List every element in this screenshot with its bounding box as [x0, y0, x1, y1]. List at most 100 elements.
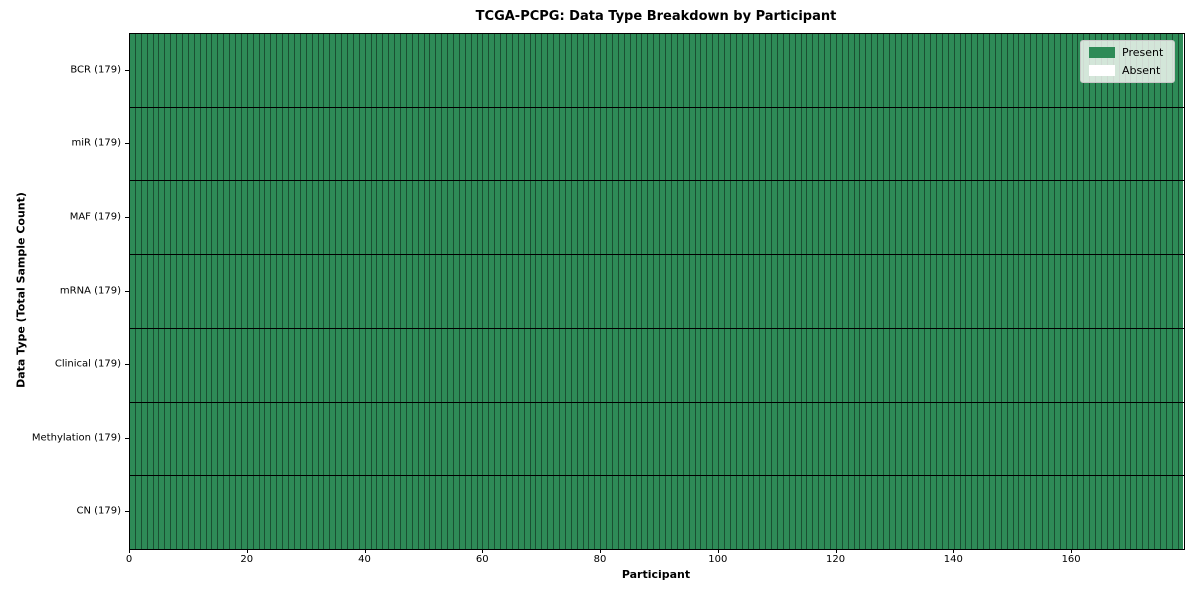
heatmap-cell: [523, 34, 530, 107]
heatmap-cell: [341, 255, 347, 328]
heatmap-cell: [953, 34, 960, 107]
heatmap-cell: [270, 476, 277, 550]
heatmap-cell: [1159, 255, 1166, 328]
heatmap-cell: [682, 34, 689, 107]
heatmap-cell: [1083, 181, 1090, 255]
heatmap-cell: [382, 476, 389, 550]
heatmap-cell: [1130, 476, 1137, 550]
heatmap-cell: [341, 328, 347, 402]
heatmap-cell: [323, 476, 330, 550]
heatmap-cell: [346, 476, 353, 550]
heatmap-cell: [670, 328, 677, 402]
y-tick-mark: [125, 143, 129, 145]
heatmap-cell: [152, 476, 159, 550]
heatmap-cell: [606, 181, 613, 255]
heatmap-cell: [1130, 107, 1137, 181]
heatmap-cell: [841, 181, 848, 255]
heatmap-cell: [1165, 328, 1172, 402]
heatmap-cell: [1036, 328, 1043, 402]
heatmap-cell: [1012, 476, 1019, 550]
heatmap-cell: [859, 107, 866, 181]
heatmap-cell: [564, 328, 571, 402]
heatmap-cell: [176, 34, 183, 107]
heatmap-cell: [877, 107, 883, 181]
heatmap-cell: [753, 107, 760, 181]
heatmap-cell: [688, 476, 695, 550]
heatmap-cell: [264, 107, 271, 181]
heatmap-cell: [936, 476, 942, 550]
heatmap-cell: [629, 107, 636, 181]
heatmap-cell: [824, 476, 830, 550]
heatmap-cell: [983, 107, 990, 181]
heatmap-cell: [252, 181, 259, 255]
heatmap-cell: [229, 107, 236, 181]
heatmap-cell: [1142, 255, 1149, 328]
heatmap-cell: [883, 107, 889, 181]
heatmap-cell: [470, 476, 477, 550]
heatmap-cell: [205, 34, 212, 107]
legend-label-absent: Absent: [1122, 64, 1161, 77]
heatmap-cell: [1118, 181, 1125, 255]
heatmap-cell: [759, 181, 766, 255]
heatmap-cell: [606, 328, 613, 402]
heatmap-cell: [187, 107, 194, 181]
heatmap-cell: [1065, 476, 1072, 550]
heatmap-cell: [1159, 402, 1166, 476]
heatmap-cell: [452, 402, 459, 476]
heatmap-cell: [223, 328, 230, 402]
heatmap-cell: [394, 255, 400, 328]
heatmap-cell: [411, 34, 418, 107]
heatmap-cell: [1142, 328, 1149, 402]
heatmap-cell: [293, 328, 300, 402]
heatmap-cell: [1018, 107, 1025, 181]
heatmap-cell: [429, 328, 436, 402]
heatmap-cell: [1112, 181, 1119, 255]
heatmap-cell: [1000, 476, 1007, 550]
heatmap-cell: [771, 402, 777, 476]
heatmap-cell: [182, 255, 188, 328]
heatmap-cell: [323, 402, 330, 476]
heatmap-cell: [1171, 181, 1178, 255]
heatmap-cell: [824, 255, 830, 328]
heatmap-cell: [346, 181, 353, 255]
heatmap-cell: [299, 107, 306, 181]
heatmap-cell: [346, 328, 353, 402]
heatmap-cell: [152, 328, 159, 402]
heatmap-cell: [382, 255, 389, 328]
heatmap-cell: [170, 34, 177, 107]
heatmap-cell: [600, 328, 607, 402]
heatmap-cell: [888, 107, 895, 181]
heatmap-cell: [912, 328, 919, 402]
heatmap-cell: [853, 181, 860, 255]
heatmap-cell: [258, 181, 265, 255]
heatmap-cell: [494, 476, 501, 550]
heatmap-cell: [470, 328, 477, 402]
heatmap-cell: [794, 476, 801, 550]
heatmap-cell: [676, 476, 683, 550]
heatmap-cell: [1053, 402, 1060, 476]
heatmap-cell: [1000, 107, 1007, 181]
heatmap-cell: [989, 328, 995, 402]
heatmap-cell: [700, 328, 707, 402]
heatmap-cell: [741, 34, 748, 107]
heatmap-cell: [1148, 107, 1154, 181]
heatmap-cell: [134, 402, 141, 476]
heatmap-cell: [240, 328, 247, 402]
heatmap-cell: [900, 181, 907, 255]
heatmap-cell: [235, 34, 241, 107]
heatmap-cell: [570, 181, 577, 255]
heatmap-cell: [152, 34, 159, 107]
heatmap-cell: [152, 255, 159, 328]
heatmap-cell: [464, 34, 471, 107]
heatmap-cell: [1006, 181, 1013, 255]
heatmap-cell: [1177, 181, 1184, 255]
heatmap-cell: [1177, 255, 1184, 328]
heatmap-cell: [346, 402, 353, 476]
heatmap-cell: [1030, 402, 1037, 476]
heatmap-cell: [894, 476, 901, 550]
heatmap-cell: [130, 476, 135, 550]
heatmap-cell: [511, 34, 518, 107]
heatmap-cell: [170, 255, 177, 328]
heatmap-cell: [130, 328, 135, 402]
heatmap-cell: [759, 328, 766, 402]
